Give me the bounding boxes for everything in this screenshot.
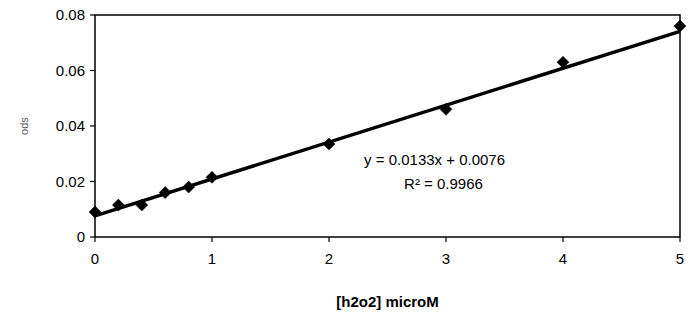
y-tick (90, 236, 95, 237)
chart: 0 0.02 0.04 0.06 0.08 0 1 2 3 4 5 [h2o2] microM ods y… (0, 0, 696, 333)
data-point (183, 181, 195, 193)
y-tick-label: 0.04 (56, 117, 85, 134)
y-tick (90, 14, 95, 15)
x-tick-label: 4 (559, 250, 567, 267)
x-tick (679, 237, 680, 242)
plot-data (89, 20, 686, 218)
y-axis-title: ods (18, 117, 30, 135)
data-point (674, 20, 686, 32)
trendline (95, 31, 680, 216)
y-tick (90, 181, 95, 182)
annotation: y = 0.0133x + 0.0076 (364, 151, 505, 168)
x-tick-label: 0 (91, 250, 99, 267)
data-point (112, 199, 124, 211)
data-point (557, 56, 569, 68)
data-point (206, 171, 218, 183)
x-tick (328, 237, 329, 242)
x-axis-title: [h2o2] microM (336, 293, 439, 310)
x-tick (94, 237, 95, 242)
data-point (323, 138, 335, 150)
x-tick (211, 237, 212, 242)
y-tick-label: 0.02 (56, 173, 85, 190)
x-tick (445, 237, 446, 242)
plot-frame (95, 15, 680, 237)
x-tick (562, 237, 563, 242)
annotation: R² = 0.9966 (404, 175, 483, 192)
y-tick-label: 0.06 (56, 62, 85, 79)
data-point (159, 187, 171, 199)
x-tick-label: 2 (325, 250, 333, 267)
x-tick-label: 1 (208, 250, 216, 267)
y-tick-label: 0.08 (56, 6, 85, 23)
data-point (89, 206, 101, 218)
x-tick-label: 5 (676, 250, 684, 267)
x-tick-label: 3 (442, 250, 450, 267)
y-tick-label: 0 (77, 228, 85, 245)
y-tick (90, 70, 95, 71)
y-tick (90, 125, 95, 126)
data-point (440, 103, 452, 115)
data-point (136, 199, 148, 211)
